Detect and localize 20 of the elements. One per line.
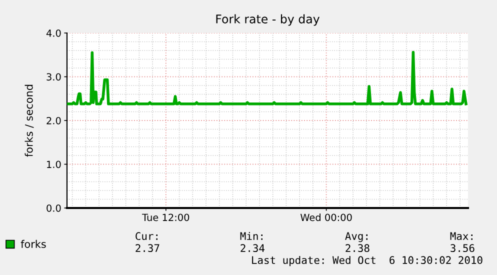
chart-title: Fork rate - by day xyxy=(216,14,320,26)
text: 2.38 xyxy=(346,244,370,252)
x-tick-label: Tue 12:00 xyxy=(142,214,190,222)
line-series xyxy=(67,50,468,106)
legend-label: forks xyxy=(20,240,46,248)
text: 2.34 xyxy=(240,244,265,252)
text: Min: xyxy=(240,232,262,240)
y-tick-label: 1.0 xyxy=(47,160,61,168)
text: Cur: xyxy=(136,232,158,240)
text: 3.56 xyxy=(450,244,474,252)
y-tick-label: 0.0 xyxy=(46,204,61,212)
text: 2.37 xyxy=(136,244,160,252)
y-axis-title: forks / second xyxy=(24,84,34,157)
x-tick-label: Wed 00:00 xyxy=(300,214,352,222)
y-tick-label: 3.0 xyxy=(46,73,61,81)
y-tick-label: 2.0 xyxy=(46,116,61,124)
text: Last update: Wed Oct 6 10:30:02 2010 xyxy=(252,256,482,266)
text: Max: xyxy=(450,232,472,240)
y-tick-label: 4.0 xyxy=(46,29,61,37)
text: Avg: xyxy=(345,232,368,242)
